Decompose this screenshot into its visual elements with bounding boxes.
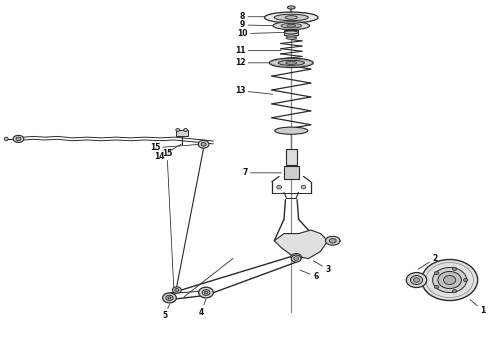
- Ellipse shape: [288, 6, 295, 9]
- Ellipse shape: [285, 31, 298, 34]
- Ellipse shape: [4, 137, 8, 141]
- Ellipse shape: [201, 143, 206, 146]
- Ellipse shape: [277, 185, 282, 189]
- Text: 15: 15: [149, 143, 201, 152]
- Ellipse shape: [411, 275, 422, 284]
- Bar: [176, 130, 188, 136]
- Ellipse shape: [270, 58, 313, 67]
- Ellipse shape: [414, 278, 419, 282]
- Ellipse shape: [421, 260, 478, 301]
- Ellipse shape: [435, 271, 439, 275]
- Text: 5: 5: [162, 304, 170, 320]
- Text: 1: 1: [470, 300, 486, 315]
- Bar: [284, 166, 298, 179]
- Ellipse shape: [275, 127, 308, 134]
- Ellipse shape: [175, 289, 179, 292]
- Ellipse shape: [291, 253, 301, 260]
- Ellipse shape: [202, 290, 210, 296]
- Text: 13: 13: [235, 86, 273, 95]
- Ellipse shape: [273, 22, 310, 30]
- Ellipse shape: [199, 287, 213, 298]
- Ellipse shape: [198, 140, 209, 148]
- Ellipse shape: [265, 12, 318, 23]
- Ellipse shape: [168, 297, 171, 299]
- Ellipse shape: [291, 255, 301, 262]
- Ellipse shape: [286, 37, 296, 40]
- Text: 10: 10: [237, 29, 286, 38]
- Ellipse shape: [452, 267, 457, 270]
- Text: 2: 2: [418, 254, 438, 269]
- Ellipse shape: [204, 291, 208, 294]
- Text: 7: 7: [243, 168, 282, 177]
- Ellipse shape: [406, 273, 427, 288]
- Ellipse shape: [163, 293, 176, 303]
- Ellipse shape: [452, 290, 457, 293]
- Bar: [286, 149, 296, 165]
- Ellipse shape: [438, 271, 461, 289]
- Ellipse shape: [184, 129, 188, 131]
- Ellipse shape: [287, 24, 295, 27]
- Ellipse shape: [464, 278, 468, 282]
- Ellipse shape: [166, 295, 173, 301]
- Ellipse shape: [329, 239, 336, 243]
- Polygon shape: [274, 230, 328, 258]
- Ellipse shape: [176, 129, 180, 131]
- Ellipse shape: [294, 257, 298, 260]
- Ellipse shape: [281, 23, 301, 28]
- Ellipse shape: [301, 185, 306, 189]
- Ellipse shape: [278, 60, 304, 65]
- Ellipse shape: [433, 267, 466, 293]
- Ellipse shape: [172, 287, 181, 293]
- Ellipse shape: [274, 14, 308, 21]
- Text: 9: 9: [240, 21, 277, 30]
- Ellipse shape: [435, 285, 439, 289]
- Ellipse shape: [13, 135, 24, 143]
- Text: 12: 12: [235, 58, 270, 67]
- Bar: [285, 30, 298, 35]
- Text: 4: 4: [198, 299, 206, 317]
- Ellipse shape: [16, 137, 21, 141]
- Text: 6: 6: [300, 270, 318, 281]
- Ellipse shape: [286, 61, 296, 64]
- Ellipse shape: [325, 236, 340, 245]
- Text: 8: 8: [240, 12, 272, 21]
- Ellipse shape: [285, 16, 297, 19]
- Text: 3: 3: [313, 261, 330, 274]
- Ellipse shape: [286, 35, 296, 37]
- Text: 14: 14: [154, 144, 182, 161]
- Text: 11: 11: [235, 46, 282, 55]
- Text: 15: 15: [162, 149, 174, 290]
- Ellipse shape: [443, 275, 456, 284]
